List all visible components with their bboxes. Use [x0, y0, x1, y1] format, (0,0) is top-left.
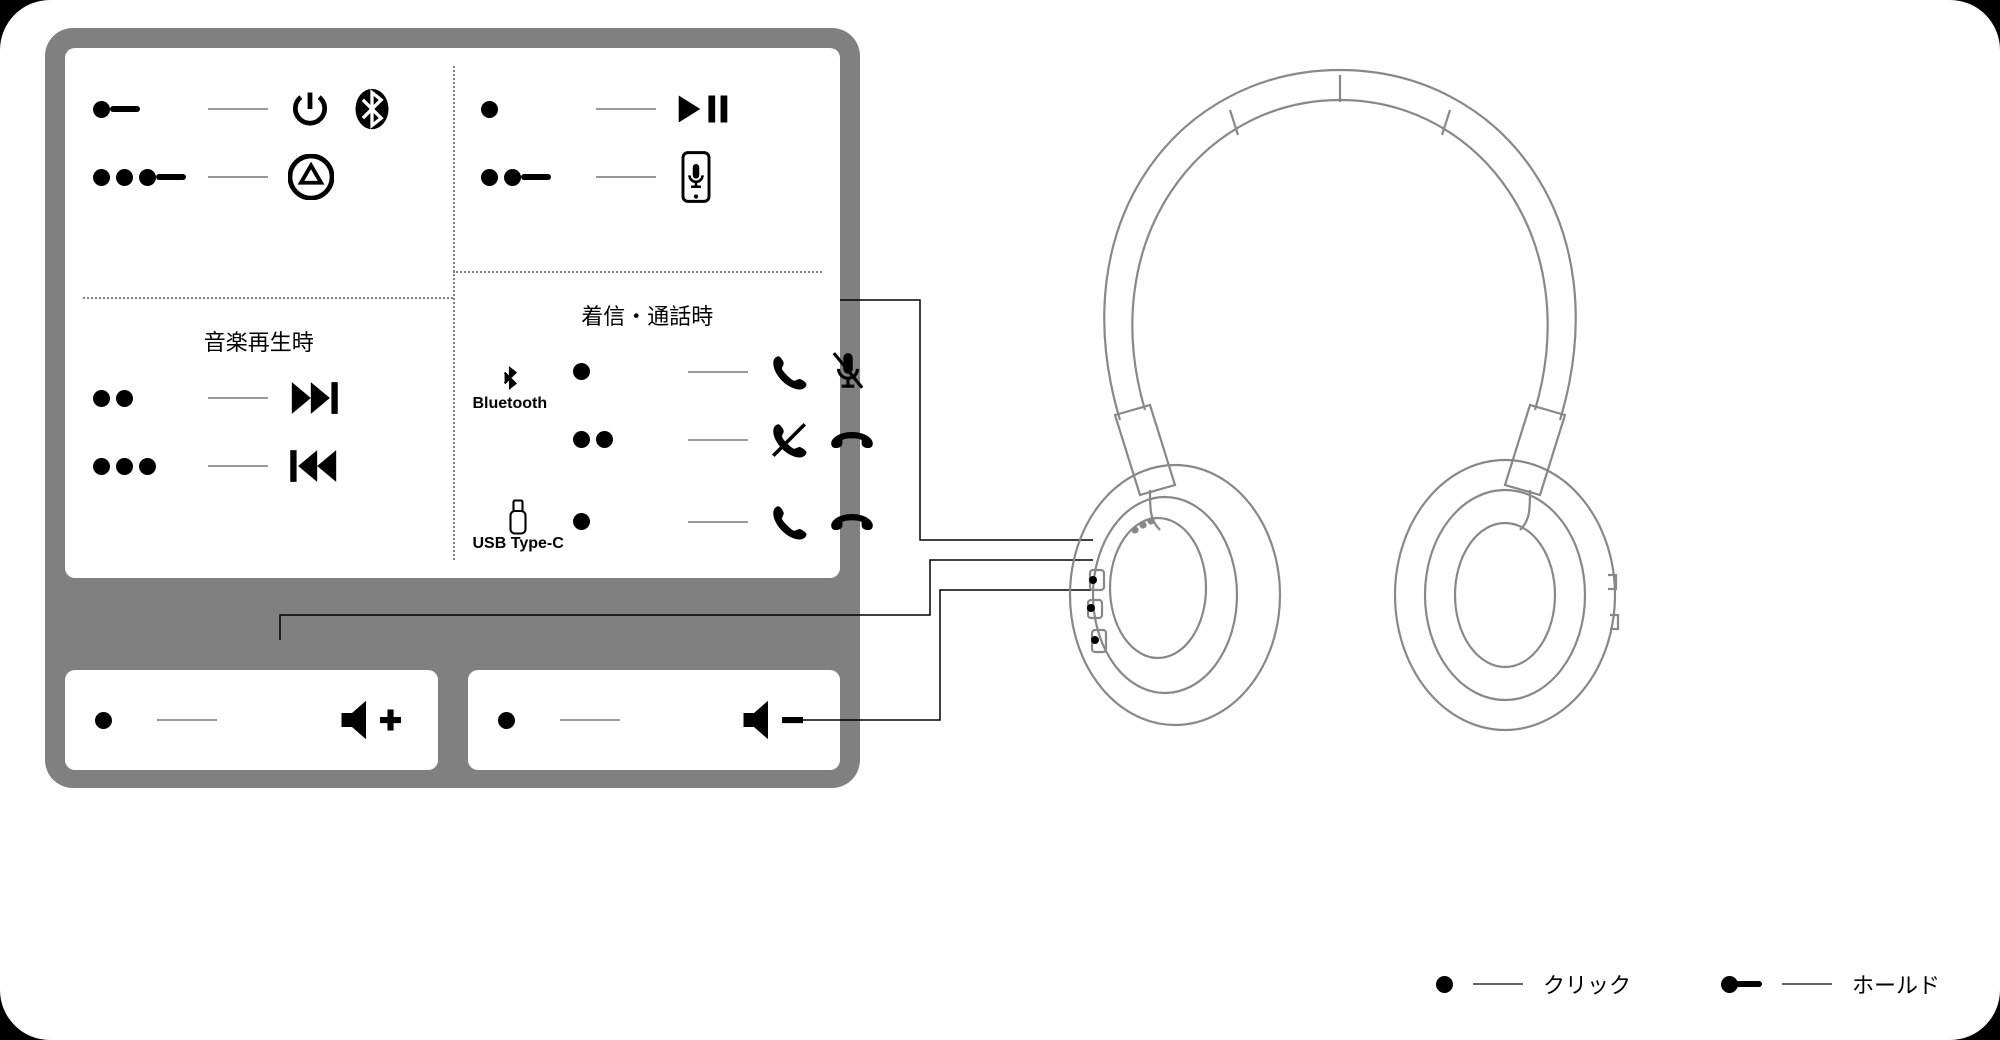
legend-click-label: クリック — [1543, 968, 1631, 1000]
volume-down-icon — [740, 696, 810, 744]
controls-grid: 音楽再生時 — [65, 48, 840, 578]
legend: クリック ホールド — [1436, 968, 1940, 1000]
row-usb-call — [573, 495, 813, 549]
phone-hangup-icon — [828, 425, 876, 455]
icons-app — [288, 154, 425, 200]
row-app-trigger — [93, 150, 425, 204]
dash — [596, 108, 656, 110]
headphones-area — [880, 0, 2000, 1040]
prev-track-icon — [288, 447, 340, 485]
volume-up-box — [65, 670, 438, 770]
legend-dash — [1473, 983, 1523, 985]
row-power-hold — [93, 82, 425, 136]
pattern-2click-hold — [93, 169, 188, 186]
icons-next — [288, 379, 425, 417]
play-pause-icon — [676, 89, 730, 129]
legend-dash — [1782, 983, 1832, 985]
row-prev-track — [93, 439, 425, 493]
page: 音楽再生時 — [0, 0, 2000, 1040]
usb-label-block: USB Type-C — [473, 499, 564, 553]
dash — [688, 521, 748, 523]
voice-assistant-icon — [676, 151, 716, 203]
headphones-illustration — [1000, 40, 1680, 760]
row-play-pause — [481, 82, 813, 136]
dash — [688, 371, 748, 373]
icons-reject-hangup — [768, 419, 876, 461]
usb-c-icon — [507, 499, 529, 535]
phone-hangup-icon — [828, 507, 876, 537]
pattern-2click — [93, 390, 188, 407]
row-call-answer-mute — [573, 345, 813, 399]
dash — [208, 465, 268, 467]
legend-hold: ホールド — [1721, 968, 1940, 1000]
pattern-1click — [481, 101, 576, 118]
next-track-icon — [288, 379, 340, 417]
music-section-title: 音楽再生時 — [93, 325, 425, 357]
icons-answer-mute — [768, 350, 868, 394]
bluetooth-icon — [350, 87, 394, 131]
icons-prev — [288, 447, 425, 485]
bluetooth-label-block: Bluetooth — [473, 361, 548, 413]
power-icon — [288, 87, 332, 131]
volume-row — [65, 670, 840, 770]
controls-column: 音楽再生時 — [0, 0, 880, 1040]
icons-play-pause — [676, 89, 813, 129]
pattern-1click — [573, 363, 668, 380]
usb-label: USB Type-C — [473, 535, 564, 553]
row-voice-assistant — [481, 150, 813, 204]
dash — [688, 439, 748, 441]
icons-voice — [676, 151, 813, 203]
volume-down-box — [468, 670, 841, 770]
icons-vol-down — [642, 696, 811, 744]
legend-hold-symbol — [1721, 976, 1762, 993]
cell-power — [65, 48, 453, 297]
pattern-hold — [93, 101, 188, 118]
phone-reject-icon — [768, 419, 810, 461]
icons-vol-up — [239, 696, 408, 744]
legend-click-dot — [1436, 976, 1453, 993]
dash — [157, 719, 217, 721]
call-section-title: 着信・通話時 — [483, 299, 813, 331]
dash — [560, 719, 620, 721]
volume-up-icon — [338, 696, 408, 744]
dash — [596, 176, 656, 178]
pattern-1click — [498, 712, 538, 729]
row-next-track — [93, 371, 425, 425]
dash — [208, 108, 268, 110]
pattern-click-hold — [481, 169, 576, 186]
legend-click: クリック — [1436, 968, 1631, 1000]
row-call-reject-hangup — [573, 413, 813, 467]
bluetooth-label: Bluetooth — [473, 395, 548, 413]
dash — [208, 176, 268, 178]
icons-power-bt — [288, 87, 425, 131]
cell-playback — [453, 48, 841, 271]
cell-call: 着信・通話時 Bluetooth — [453, 271, 841, 578]
bluetooth-small-icon — [497, 361, 523, 395]
app-trigger-icon — [288, 154, 334, 200]
legend-hold-label: ホールド — [1852, 968, 1940, 1000]
phone-answer-icon — [768, 351, 810, 393]
icons-usb-call — [768, 501, 876, 543]
cell-music: 音楽再生時 — [65, 297, 453, 578]
mic-mute-icon — [828, 350, 868, 394]
phone-answer-icon — [768, 501, 810, 543]
pattern-2click — [573, 431, 668, 448]
pattern-1click — [573, 513, 668, 530]
pattern-1click — [95, 712, 135, 729]
dash — [208, 397, 268, 399]
control-panel: 音楽再生時 — [45, 28, 860, 788]
pattern-3click — [93, 458, 188, 475]
